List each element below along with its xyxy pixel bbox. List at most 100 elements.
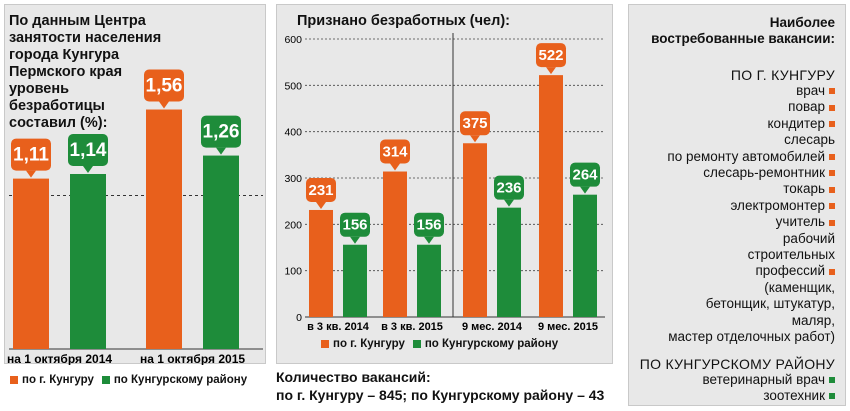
legend-city-swatch	[10, 376, 18, 384]
data-label: 156	[414, 212, 444, 244]
bar	[573, 194, 597, 317]
legend-city-swatch	[321, 340, 329, 348]
unemployment-rate-panel: По данным Центра занятости населения город…	[4, 4, 266, 365]
data-label: 522	[536, 43, 566, 75]
svg-text:231: 231	[308, 182, 333, 199]
vacancy-item: (каменщик,	[630, 280, 835, 296]
vacancy-item: электромонтер	[630, 198, 835, 214]
vacancy-marker	[829, 88, 835, 95]
category-label: в 3 кв. 2015	[381, 321, 443, 333]
svg-text:1,56: 1,56	[146, 76, 183, 97]
bar	[146, 109, 182, 349]
bar	[13, 178, 49, 349]
vacancy-item: маляр,	[630, 313, 835, 329]
vacancy-label: рабочий	[782, 230, 835, 246]
svg-text:375: 375	[462, 115, 487, 132]
legend-district-swatch	[101, 376, 110, 384]
vacancy-marker	[829, 393, 835, 400]
rate-title-line: безработицы	[9, 98, 105, 114]
vacancy-lists: ПО Г. КУНГУРУ врач повар кондитер слесарь по…	[630, 65, 835, 404]
y-tick-label: 600	[284, 34, 302, 46]
rate-title-line: составил (%):	[9, 115, 108, 131]
rate-title-line: занятости населения	[9, 30, 162, 46]
svg-text:1,14: 1,14	[70, 140, 107, 161]
bar	[343, 244, 367, 317]
vacancy-item: профессий	[630, 263, 835, 279]
vacancy-item: кондитер	[630, 116, 835, 132]
vacancy-marker	[829, 121, 835, 128]
vacancy-item: мастер отделочных работ)	[630, 329, 835, 345]
y-tick-label: 100	[284, 266, 302, 278]
vacancies-count-values: по г. Кунгуру – 845; по Кунгурскому райо…	[276, 387, 605, 403]
vacancy-label: кондитер	[767, 115, 826, 131]
y-tick-label: 300	[284, 173, 302, 185]
legend-district-label: по Кунгурскому району	[113, 374, 248, 386]
vacancy-marker	[829, 203, 835, 210]
vacancies-title-line1: Наиболее	[769, 15, 835, 30]
bar	[497, 207, 521, 317]
svg-text:1,11: 1,11	[13, 145, 49, 166]
data-label: 1,56	[144, 69, 184, 109]
y-tick-label: 500	[284, 80, 302, 92]
registered-unemployed-panel: Признано безработных (чел): 0 100 200 300 40…	[276, 4, 613, 364]
vacancy-label: врач	[796, 83, 825, 98]
vacancies-count-title: Количество вакансий:	[276, 369, 431, 385]
category-label: 9 мес. 2014	[462, 321, 523, 333]
vacancy-label: ветеринарный врач	[702, 371, 825, 387]
vacancy-label: слесарь	[784, 132, 835, 148]
data-label: 1,11	[11, 138, 51, 178]
y-tick-label: 0	[296, 312, 302, 324]
district-vacancies-header: ПО КУНГУРСКОМУ РАЙОНУ	[639, 355, 835, 372]
legend-city-label: по г. Кунгуру	[22, 374, 94, 386]
svg-text:314: 314	[382, 143, 408, 160]
bar	[463, 143, 487, 317]
legend-rate: по г. Кунгуру по Кунгурскому району	[10, 374, 247, 386]
bar	[70, 173, 106, 349]
vacancy-marker	[829, 376, 835, 383]
vacancy-label: бетонщик, штукатур,	[705, 296, 835, 312]
unemployment-rate-chart: 1,11 1,14 на 1 октября 2014 1,56 1,26 на 1 ок…	[7, 69, 263, 365]
legend-city-label: по г. Кунгуру	[333, 338, 405, 350]
vacancy-item: по ремонту автомобилей	[630, 149, 835, 165]
data-label: 156	[340, 212, 370, 244]
bar	[203, 155, 239, 349]
vacancy-item: слесарь-ремонтник	[630, 165, 835, 181]
vacancy-item: слесарь	[630, 132, 835, 148]
y-tick-label: 200	[284, 219, 302, 231]
data-label: 264	[570, 162, 600, 194]
vacancy-marker	[829, 104, 835, 111]
city-vacancies-list: врач повар кондитер слесарь по ремонту автом…	[630, 83, 835, 346]
vacancy-item: строительных	[630, 247, 835, 263]
vacancy-item: зоотехник	[630, 388, 835, 404]
unemployment-rate-title: По данным Центра занятости населения город…	[9, 13, 179, 132]
vacancy-label: учитель	[775, 214, 825, 230]
vacancy-item: учитель	[630, 214, 835, 230]
svg-text:1,26: 1,26	[203, 122, 240, 143]
category-label: на 1 октября 2015	[140, 352, 245, 365]
vacancy-label: мастер отделочных работ)	[668, 329, 835, 345]
vacancy-marker	[829, 186, 835, 193]
vacancy-item: повар	[630, 99, 835, 115]
rate-title-line: уровень	[9, 81, 70, 97]
data-label: 314	[380, 139, 410, 171]
vacancy-item: токарь	[630, 181, 835, 197]
bar	[539, 75, 563, 317]
rate-title-line: По данным Центра	[9, 13, 146, 29]
svg-text:156: 156	[342, 217, 367, 234]
vacancy-label: электромонтер	[730, 197, 825, 213]
vacancies-panel: Наиболее востребованные вакансии: ПО Г. …	[628, 4, 846, 406]
bar	[383, 171, 407, 317]
vacancy-marker	[829, 268, 835, 275]
vacancy-marker	[829, 219, 835, 226]
bar	[309, 209, 333, 317]
vacancy-marker	[829, 170, 835, 177]
category-label: в 3 кв. 2014	[307, 321, 370, 333]
vacancies-count: Количество вакансий: по г. Кунгуру – 845…	[276, 368, 604, 404]
bar	[417, 244, 441, 317]
category-label: на 1 октября 2014	[7, 352, 112, 365]
rate-title-line: города Кунгура	[9, 47, 120, 63]
y-tick-label: 400	[284, 127, 302, 139]
vacancy-item: бетонщик, штукатур,	[630, 296, 835, 312]
svg-text:522: 522	[538, 47, 563, 64]
data-label: 231	[306, 177, 336, 209]
